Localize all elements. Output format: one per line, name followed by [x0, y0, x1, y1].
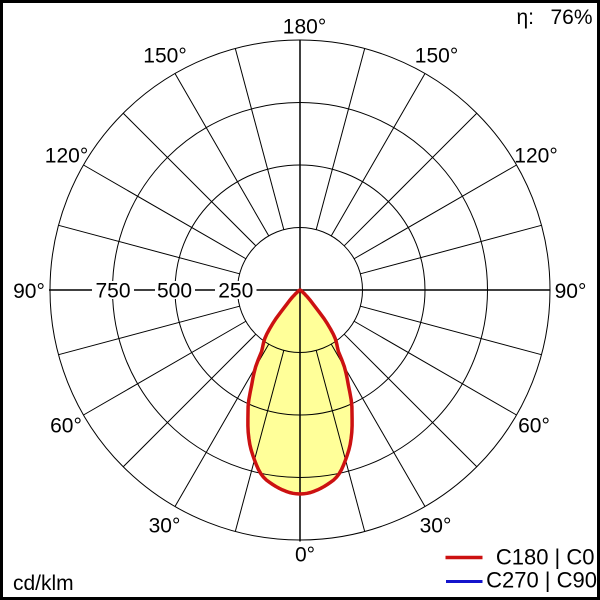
svg-text:η:: η:	[517, 6, 535, 29]
svg-text:30°: 30°	[420, 515, 452, 538]
svg-text:500: 500	[157, 280, 192, 303]
svg-text:90°: 90°	[13, 280, 45, 303]
svg-text:750: 750	[95, 280, 130, 303]
svg-text:0°: 0°	[295, 544, 315, 567]
svg-text:250: 250	[218, 280, 253, 303]
svg-text:76%: 76%	[550, 6, 592, 29]
svg-text:cd/klm: cd/klm	[13, 572, 74, 595]
svg-text:150°: 150°	[143, 45, 186, 68]
svg-text:180°: 180°	[283, 16, 326, 39]
svg-text:150°: 150°	[415, 45, 458, 68]
svg-text:C270 | C90: C270 | C90	[486, 567, 597, 592]
svg-text:30°: 30°	[149, 515, 181, 538]
svg-text:90°: 90°	[555, 280, 587, 303]
svg-text:120°: 120°	[514, 145, 557, 168]
svg-text:60°: 60°	[518, 415, 550, 438]
svg-text:120°: 120°	[45, 145, 88, 168]
svg-text:C180 | C0: C180 | C0	[496, 545, 595, 570]
svg-text:60°: 60°	[50, 415, 82, 438]
